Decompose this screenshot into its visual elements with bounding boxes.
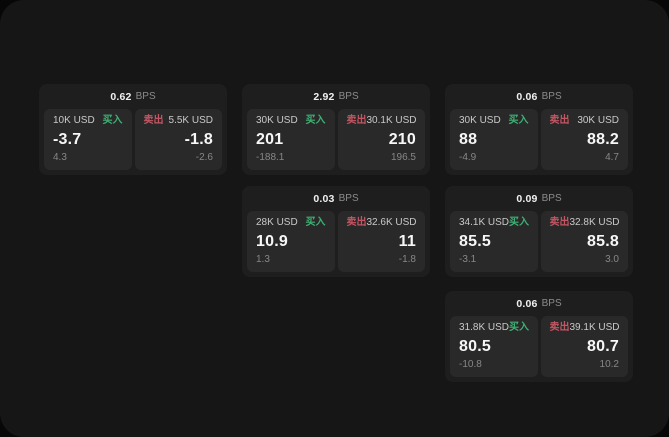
sell-side-tag: 卖出 (549, 322, 570, 333)
buy-delta: -10.8 (459, 359, 482, 370)
buy-price: 85.5 (459, 232, 491, 250)
bps-value: 2.92 (313, 90, 335, 103)
sell-delta: 4.7 (605, 152, 619, 163)
buy-side-tag: 买入 (509, 217, 530, 228)
buy-panel[interactable]: 30K USD 买入 201 -188.1 (247, 109, 335, 170)
card-header: 0.62 BPS (44, 84, 222, 109)
sell-price: 80.7 (587, 337, 619, 355)
card-header: 2.92 BPS (247, 84, 425, 109)
quote-card-2[interactable]: 2.92 BPS 30K USD 买入 201 -188.1 卖出 30.1K … (242, 84, 430, 175)
sell-panel[interactable]: 卖出 30.1K USD 210 196.5 (337, 109, 425, 170)
sell-delta: 10.2 (599, 359, 619, 370)
buy-notional: 34.1K USD (459, 217, 510, 228)
buy-price: 10.9 (256, 232, 288, 250)
buy-delta: -3.1 (459, 254, 477, 265)
quote-card-5[interactable]: 0.09 BPS 34.1K USD 买入 85.5 -3.1 卖出 32.8K… (445, 186, 633, 277)
buy-price: -3.7 (53, 130, 82, 148)
sell-panel[interactable]: 卖出 5.5K USD -1.8 -2.6 (134, 109, 222, 170)
bps-unit: BPS (338, 91, 359, 102)
sell-notional: 32.8K USD (569, 217, 620, 228)
buy-delta: 4.3 (53, 152, 67, 163)
sell-side-tag: 卖出 (549, 217, 570, 228)
bps-unit: BPS (135, 91, 156, 102)
buy-side-tag: 买入 (102, 115, 123, 126)
buy-price: 88 (459, 130, 478, 148)
sell-price: -1.8 (184, 130, 213, 148)
buy-delta: -188.1 (256, 152, 285, 163)
buy-side-tag: 买入 (305, 217, 326, 228)
sell-notional: 39.1K USD (569, 322, 620, 333)
quote-card-4[interactable]: 0.03 BPS 28K USD 买入 10.9 1.3 卖出 32.6K US… (242, 186, 430, 277)
sell-notional: 32.6K USD (366, 217, 417, 228)
sell-delta: 196.5 (390, 152, 416, 163)
buy-price: 201 (256, 130, 284, 148)
quote-card-1[interactable]: 0.62 BPS 10K USD 买入 -3.7 4.3 卖出 5.5K USD… (39, 84, 227, 175)
buy-notional: 10K USD (53, 115, 95, 126)
sell-side-tag: 卖出 (346, 217, 367, 228)
buy-notional: 30K USD (459, 115, 501, 126)
buy-notional: 30K USD (256, 115, 298, 126)
sell-price: 210 (388, 130, 416, 148)
sell-panel[interactable]: 卖出 32.8K USD 85.8 3.0 (540, 211, 628, 272)
buy-side-tag: 买入 (508, 115, 529, 126)
buy-delta: 1.3 (256, 254, 270, 265)
buy-side-tag: 买入 (305, 115, 326, 126)
bps-unit: BPS (541, 91, 562, 102)
bps-value: 0.06 (516, 297, 538, 310)
sell-panel[interactable]: 卖出 30K USD 88.2 4.7 (540, 109, 628, 170)
card-header: 0.09 BPS (450, 186, 628, 211)
buy-side-tag: 买入 (509, 322, 530, 333)
bps-value: 0.06 (516, 90, 538, 103)
buy-price: 80.5 (459, 337, 491, 355)
sell-delta: -1.8 (398, 254, 416, 265)
card-header: 0.06 BPS (450, 84, 628, 109)
bps-unit: BPS (541, 193, 562, 204)
bps-value: 0.62 (110, 90, 132, 103)
buy-notional: 28K USD (256, 217, 298, 228)
buy-panel[interactable]: 28K USD 买入 10.9 1.3 (247, 211, 335, 272)
buy-notional: 31.8K USD (459, 322, 510, 333)
bps-unit: BPS (541, 298, 562, 309)
sell-notional: 30K USD (577, 115, 619, 126)
quote-card-6[interactable]: 0.06 BPS 31.8K USD 买入 80.5 -10.8 卖出 39.1… (445, 291, 633, 382)
sell-panel[interactable]: 卖出 39.1K USD 80.7 10.2 (540, 316, 628, 377)
buy-panel[interactable]: 34.1K USD 买入 85.5 -3.1 (450, 211, 538, 272)
card-header: 0.03 BPS (247, 186, 425, 211)
sell-price: 85.8 (587, 232, 619, 250)
quote-card-3[interactable]: 0.06 BPS 30K USD 买入 88 -4.9 卖出 30K USD 8… (445, 84, 633, 175)
sell-notional: 5.5K USD (168, 115, 213, 126)
sell-notional: 30.1K USD (366, 115, 417, 126)
sell-price: 88.2 (587, 130, 619, 148)
buy-delta: -4.9 (459, 152, 477, 163)
sell-side-tag: 卖出 (143, 115, 164, 126)
buy-panel[interactable]: 10K USD 买入 -3.7 4.3 (44, 109, 132, 170)
card-header: 0.06 BPS (450, 291, 628, 316)
sell-side-tag: 卖出 (346, 115, 367, 126)
sell-delta: 3.0 (605, 254, 619, 265)
bps-value: 0.03 (313, 192, 335, 205)
bps-unit: BPS (338, 193, 359, 204)
sell-delta: -2.6 (195, 152, 213, 163)
sell-side-tag: 卖出 (549, 115, 570, 126)
buy-panel[interactable]: 30K USD 买入 88 -4.9 (450, 109, 538, 170)
sell-price: 11 (398, 232, 416, 250)
bps-value: 0.09 (516, 192, 538, 205)
buy-panel[interactable]: 31.8K USD 买入 80.5 -10.8 (450, 316, 538, 377)
sell-panel[interactable]: 卖出 32.6K USD 11 -1.8 (337, 211, 425, 272)
